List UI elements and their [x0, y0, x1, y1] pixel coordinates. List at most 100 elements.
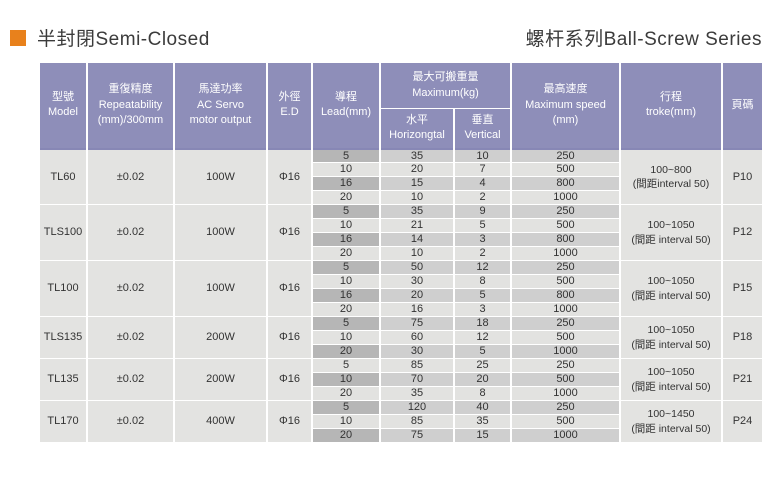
- col-header-speed-unit: (mm): [552, 113, 579, 126]
- horizontal-load-cell: 35: [379, 148, 455, 163]
- lead-cell: 10: [311, 330, 381, 345]
- speed-cell: 1000: [510, 302, 621, 317]
- model-cell: TL135: [38, 358, 88, 401]
- vertical-load-cell: 9: [453, 204, 512, 219]
- col-header-repeat-unit: (mm)/300mm: [97, 113, 164, 126]
- vertical-load-cell: 7: [453, 162, 512, 177]
- model-cell: TL100: [38, 260, 88, 317]
- col-header-lead-en: Lead(mm): [320, 106, 372, 119]
- header-row-1: 型號 Model 重復精度 Repeatability (mm)/300mm 馬…: [38, 62, 764, 149]
- stroke-range: 100~1050: [647, 366, 695, 379]
- stroke-range: 100~1050: [647, 324, 695, 337]
- lead-cell: 5: [311, 204, 381, 219]
- col-header-motor-zh: 馬達功率: [198, 83, 243, 96]
- col-header-vert-zh: 垂直: [471, 113, 494, 126]
- col-header-max-load: 最大可搬重量 Maximum(kg): [379, 62, 512, 109]
- col-header-model-zh: 型號: [52, 90, 74, 103]
- lead-cell: 20: [311, 386, 381, 401]
- motor-cell: 200W: [173, 316, 268, 359]
- horizontal-load-cell: 20: [379, 288, 455, 303]
- stroke-interval: (間距 interval 50): [631, 233, 711, 246]
- lead-cell: 10: [311, 414, 381, 429]
- vertical-load-cell: 3: [453, 302, 512, 317]
- stroke-range: 100~1050: [647, 219, 695, 232]
- speed-cell: 500: [510, 274, 621, 289]
- vertical-load-cell: 40: [453, 400, 512, 415]
- vertical-load-cell: 18: [453, 316, 512, 331]
- lead-cell: 20: [311, 190, 381, 205]
- speed-cell: 800: [510, 232, 621, 247]
- lead-cell: 20: [311, 302, 381, 317]
- motor-cell: 200W: [173, 358, 268, 401]
- table-row: TLS135 ±0.02 200W Φ16 5 75 18 250 100~1050 (間距 in…: [38, 316, 764, 359]
- horizontal-load-cell: 70: [379, 372, 455, 387]
- col-header-page: 頁碼: [721, 62, 764, 149]
- repeatability-cell: ±0.02: [86, 358, 175, 401]
- horizontal-load-cell: 120: [379, 400, 455, 415]
- ed-cell: Φ16: [266, 400, 313, 443]
- stroke-cell: 100~1050 (間距 interval 50): [619, 316, 723, 359]
- table-row: TL135 ±0.02 200W Φ16 5 85 25 250 100~1050 (間距 int…: [38, 358, 764, 401]
- col-header-horiz-zh: 水平: [406, 113, 428, 126]
- page-cell: P21: [721, 358, 764, 401]
- col-header-stroke: 行程 troke(mm): [619, 62, 723, 149]
- ed-cell: Φ16: [266, 148, 313, 205]
- col-header-lead-zh: 導程: [335, 90, 357, 103]
- table-row: 16 20 5 800: [39, 288, 763, 303]
- lead-cell: 10: [311, 372, 381, 387]
- speed-cell: 800: [510, 176, 621, 191]
- section-title-right: 螺杆系列Ball-Screw Series: [525, 29, 762, 50]
- col-header-load-zh: 最大可搬重量: [412, 71, 479, 84]
- stroke-cell: 100~800 (間距interval 50): [619, 148, 723, 205]
- lead-cell: 5: [311, 400, 381, 415]
- vertical-load-cell: 3: [453, 232, 512, 247]
- lead-cell: 5: [311, 148, 381, 163]
- stroke-interval: (間距 interval 50): [631, 289, 711, 302]
- lead-cell: 20: [311, 246, 381, 261]
- horizontal-load-cell: 15: [379, 176, 455, 191]
- col-header-vert-en: Vertical: [464, 129, 501, 142]
- horizontal-load-cell: 60: [379, 330, 455, 345]
- table-row: 10 85 35 500: [39, 414, 763, 429]
- page-cell: P12: [721, 204, 764, 261]
- horizontal-load-cell: 14: [379, 232, 455, 247]
- table-row: 20 35 8 1000: [39, 386, 763, 401]
- table-row: TL60 ±0.02 100W Φ16 5 35 10 250 100~800 (間距interv…: [38, 148, 764, 205]
- horizontal-load-cell: 35: [379, 386, 455, 401]
- motor-cell: 100W: [173, 148, 268, 205]
- horizontal-load-cell: 16: [379, 302, 455, 317]
- vertical-load-cell: 2: [453, 190, 512, 205]
- col-header-ed-zh: 外徑: [278, 90, 301, 103]
- horizontal-load-cell: 85: [379, 358, 455, 373]
- stroke-range: 100~1450: [647, 408, 695, 421]
- vertical-load-cell: 5: [453, 288, 512, 303]
- col-header-model: 型號 Model: [38, 62, 88, 149]
- section-title-left-wrap: 半封閉Semi-Closed: [10, 24, 210, 51]
- spec-table: 型號 Model 重復精度 Repeatability (mm)/300mm 馬…: [38, 62, 764, 443]
- stroke-range: 100~800: [650, 163, 692, 176]
- col-header-horiz-en: Horizongtal: [389, 129, 445, 142]
- col-header-stroke-zh: 行程: [660, 90, 682, 103]
- stroke-cell: 100~1050 (間距 interval 50): [619, 358, 723, 401]
- lead-cell: 16: [311, 232, 381, 247]
- speed-cell: 250: [510, 358, 621, 373]
- col-header-motor: 馬達功率 AC Servo motor output: [173, 62, 268, 149]
- page-cell: P15: [721, 260, 764, 317]
- table-row: TL100 ±0.02 100W Φ16 5 50 12 250 100~1050 (間距 int…: [38, 260, 764, 317]
- lead-cell: 16: [311, 176, 381, 191]
- vertical-load-cell: 12: [453, 330, 512, 345]
- table-row: 10 21 5 500: [39, 218, 763, 233]
- speed-cell: 500: [510, 372, 621, 387]
- vertical-load-cell: 20: [453, 372, 512, 387]
- stroke-interval: (間距 interval 50): [631, 422, 711, 435]
- speed-cell: 250: [510, 400, 621, 415]
- lead-cell: 10: [311, 274, 381, 289]
- vertical-load-cell: 15: [453, 428, 512, 443]
- speed-cell: 250: [510, 204, 621, 219]
- page-cell: P10: [721, 148, 764, 205]
- page-titlebar: 半封閉Semi-Closed 螺杆系列Ball-Screw Series: [0, 0, 780, 62]
- horizontal-load-cell: 35: [379, 204, 455, 219]
- repeatability-cell: ±0.02: [86, 260, 175, 317]
- stroke-cell: 100~1050 (間距 interval 50): [619, 260, 723, 317]
- vertical-load-cell: 5: [453, 218, 512, 233]
